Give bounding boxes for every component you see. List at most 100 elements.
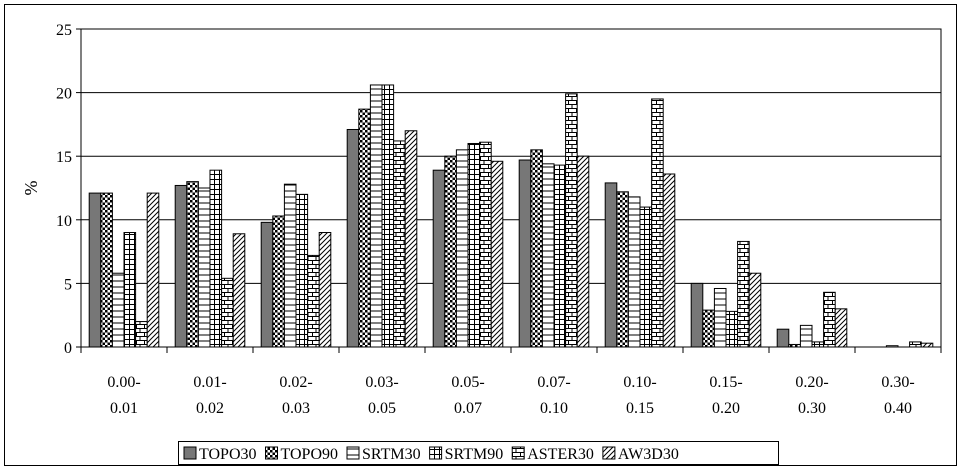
x-tick-label: 0.07- <box>537 374 570 391</box>
bar-aw3d30-8 <box>834 308 848 348</box>
bar-topo90-8 <box>788 343 801 348</box>
y-tick-label: 25 <box>56 22 72 39</box>
bar-topo90-7 <box>702 309 715 348</box>
legend-label-topo90: TOPO90 <box>281 446 339 463</box>
bar-aster30-9 <box>909 341 922 348</box>
bar-topo30-1 <box>174 184 188 348</box>
bar-srtm30-4 <box>455 149 469 348</box>
x-tick-label: 0.01 <box>110 400 138 417</box>
x-tick-label: 0.30 <box>798 400 826 417</box>
bar-srtm30-8 <box>799 324 813 348</box>
legend-swatch-topo30 <box>183 446 197 460</box>
bar-topo30-8 <box>776 328 790 348</box>
bar-srtm90-7 <box>725 310 739 348</box>
legend-label-srtm30: SRTM30 <box>362 446 421 463</box>
bar-aster30-7 <box>737 240 750 348</box>
x-tick-label: 0.00- <box>107 374 140 391</box>
x-tick-label: 0.20- <box>795 374 828 391</box>
legend: TOPO30 TOPO90 SRTM30 SRTM90 ASTER30 AW3D30 <box>183 446 679 463</box>
legend-label-topo30: TOPO30 <box>199 446 257 463</box>
legend-swatch-aw3d30 <box>602 446 616 460</box>
bar-aw3d30-0 <box>146 192 160 348</box>
bar-srtm90-0 <box>123 232 137 348</box>
bar-aster30-0 <box>135 321 148 348</box>
bar-srtm30-9 <box>885 345 899 348</box>
bar-srtm30-5 <box>541 163 555 348</box>
bar-topo30-3 <box>346 128 360 348</box>
bar-aster30-5 <box>565 93 578 348</box>
bar-srtm90-1 <box>209 169 223 348</box>
bar-topo30-4 <box>432 169 446 348</box>
bar-aster30-4 <box>479 141 492 348</box>
bar-topo90-2 <box>272 215 285 348</box>
bar-srtm90-3 <box>381 84 395 348</box>
bar-topo90-0 <box>100 192 113 348</box>
bar-srtm90-5 <box>553 164 567 348</box>
bar-srtm90-8 <box>811 341 825 348</box>
legend-label-srtm90: SRTM90 <box>445 446 504 463</box>
bar-topo30-7 <box>690 282 704 348</box>
bar-aw3d30-6 <box>662 173 676 348</box>
bar-srtm30-0 <box>111 272 125 348</box>
bar-srtm90-2 <box>295 193 309 348</box>
legend-label-aw3d30: AW3D30 <box>618 446 679 463</box>
bar-topo30-0 <box>88 192 102 348</box>
x-tick-label: 0.01- <box>193 374 226 391</box>
legend-swatch-topo90 <box>265 446 278 460</box>
bar-srtm30-2 <box>283 183 297 348</box>
x-tick-label: 0.10 <box>540 400 568 417</box>
bar-topo30-2 <box>260 221 274 348</box>
x-tick-label: 0.05- <box>451 374 484 391</box>
legend-swatch-srtm90 <box>429 446 443 460</box>
bar-srtm30-1 <box>197 187 211 348</box>
y-tick-label: 10 <box>56 213 72 230</box>
bar-srtm30-3 <box>369 84 383 348</box>
y-tick-label: 15 <box>56 149 72 166</box>
x-tick-label: 0.07 <box>454 400 482 417</box>
x-tick-label: 0.03- <box>365 374 398 391</box>
x-tick-label: 0.15- <box>709 374 742 391</box>
bar-srtm90-4 <box>467 142 481 348</box>
bar-topo90-4 <box>444 155 457 348</box>
x-tick-label: 0.02 <box>196 400 224 417</box>
y-tick-label: 5 <box>64 276 72 293</box>
bar-srtm30-6 <box>627 196 641 348</box>
x-tick-label: 0.05 <box>368 400 396 417</box>
bar-aster30-2 <box>307 254 320 348</box>
y-tick-label: 0 <box>64 340 72 357</box>
bar-topo30-6 <box>604 182 618 348</box>
bar-aw3d30-7 <box>748 272 762 348</box>
bar-aster30-3 <box>393 140 406 348</box>
bar-srtm90-6 <box>639 206 653 348</box>
bar-topo90-3 <box>358 108 371 348</box>
bar-topo90-1 <box>186 181 199 348</box>
x-tick-label: 0.15 <box>626 400 654 417</box>
tick-labels: 0 5 10 15 20 25 0.00- 0.01 0.01- 0.02 0.02- 0.03 0.0… <box>56 22 915 417</box>
bar-topo90-6 <box>616 191 629 348</box>
axes <box>76 28 942 353</box>
x-tick-label: 0.02- <box>279 374 312 391</box>
bar-aster30-6 <box>651 98 664 348</box>
x-tick-label: 0.03 <box>282 400 310 417</box>
bar-aw3d30-4 <box>490 160 504 348</box>
bar-srtm30-7 <box>713 287 727 348</box>
x-tick-label: 0.30- <box>881 374 914 391</box>
bar-aw3d30-9 <box>920 342 934 348</box>
bars <box>88 84 934 348</box>
bar-aster30-1 <box>221 277 234 348</box>
legend-label-aster30: ASTER30 <box>527 446 594 463</box>
bar-aw3d30-1 <box>232 233 246 348</box>
bar-aster30-8 <box>823 291 836 348</box>
bar-topo30-5 <box>518 159 532 348</box>
bar-aw3d30-5 <box>576 155 590 348</box>
y-tick-label: 20 <box>56 86 72 103</box>
x-tick-label: 0.40 <box>884 400 912 417</box>
legend-swatch-aster30 <box>511 446 525 460</box>
x-tick-label: 0.10- <box>623 374 656 391</box>
y-axis-title: % <box>21 181 41 196</box>
bar-aw3d30-3 <box>404 130 418 348</box>
legend-swatch-srtm30 <box>346 446 360 460</box>
x-tick-label: 0.20 <box>712 400 740 417</box>
